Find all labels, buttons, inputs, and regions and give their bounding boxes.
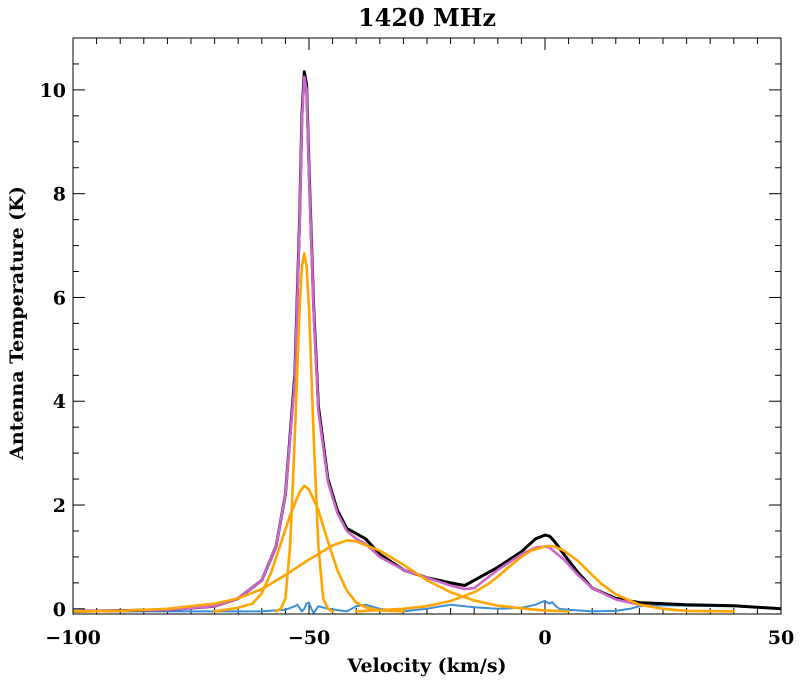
plot-frame <box>72 37 782 615</box>
residual-line <box>73 600 781 614</box>
y-tick-label: 4 <box>53 391 66 413</box>
total-fit-line <box>73 75 641 613</box>
gaussian-component-2-line <box>213 484 405 613</box>
y-tick-label: 6 <box>53 287 66 309</box>
gaussian-component-1-line <box>274 252 334 613</box>
y-tick-label: 2 <box>53 495 66 517</box>
series-layer <box>73 70 781 614</box>
chart-title: 1420 MHz <box>358 3 496 32</box>
y-axis-label: Antenna Temperature (K) <box>6 186 28 461</box>
x-tick-label: 0 <box>538 627 551 649</box>
x-axis-label: Velocity (km/s) <box>346 655 506 677</box>
x-tick-label: 50 <box>768 627 794 649</box>
gaussian-component-4-line <box>354 544 736 613</box>
x-tick-label: −50 <box>288 627 330 649</box>
y-tick-label: 0 <box>53 599 66 621</box>
y-tick-label: 8 <box>53 184 66 206</box>
x-tick-label: −100 <box>45 627 101 649</box>
gaussian-component-3-line <box>73 539 570 613</box>
y-tick-label: 10 <box>40 80 66 102</box>
